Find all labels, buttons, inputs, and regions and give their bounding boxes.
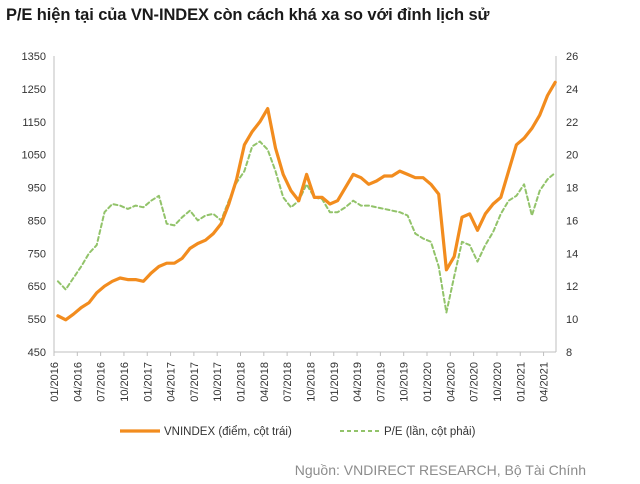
source-note: Nguồn: VNDIRECT RESEARCH, Bộ Tài Chính — [294, 462, 586, 478]
x-tick-label: 04/2016 — [72, 362, 84, 402]
series-layer — [56, 80, 557, 322]
x-tick-label: 04/2018 — [259, 362, 271, 402]
right-tick-label: 16 — [566, 215, 578, 227]
x-tick-label: 10/2018 — [305, 362, 317, 402]
left-tick-label: 450 — [28, 347, 46, 359]
left-tick-label: 950 — [28, 183, 46, 195]
x-tick-label: 07/2016 — [96, 362, 108, 402]
series-line-vnindex — [56, 80, 557, 322]
x-tick-label: 01/2017 — [142, 362, 154, 402]
left-tick-label: 650 — [28, 281, 46, 293]
right-tick-label: 22 — [566, 117, 578, 129]
x-tick-label: 10/2016 — [119, 362, 131, 402]
x-tick-label: 04/2021 — [539, 362, 551, 402]
left-tick-label: 1250 — [22, 84, 46, 96]
x-tick-label: 10/2017 — [212, 362, 224, 402]
x-tick-label: 01/2021 — [515, 362, 527, 402]
x-tick-label: 01/2020 — [422, 362, 434, 402]
x-tick-label: 07/2020 — [469, 362, 481, 402]
x-tick-label: 07/2018 — [282, 362, 294, 402]
left-tick-label: 1050 — [22, 150, 46, 162]
legend: VNINDEX (điểm, cột trái) P/E (lần, cột p… — [120, 426, 476, 438]
right-tick-label: 8 — [566, 347, 572, 359]
right-tick-label: 12 — [566, 281, 578, 293]
x-tick-label: 04/2017 — [166, 362, 178, 402]
right-tick-label: 18 — [566, 183, 578, 195]
series-line-pe — [56, 140, 557, 314]
x-tick-label: 01/2019 — [329, 362, 341, 402]
right-tick-label: 26 — [566, 51, 578, 63]
left-tick-label: 750 — [28, 248, 46, 260]
legend-label-vnindex: VNINDEX (điểm, cột trái) — [164, 426, 292, 438]
right-tick-label: 20 — [566, 150, 578, 162]
right-axis-ticks: 8 10 12 14 16 18 20 22 24 26 — [566, 51, 578, 359]
x-tick-label: 04/2020 — [445, 362, 457, 402]
right-tick-label: 10 — [566, 314, 578, 326]
right-tick-label: 14 — [566, 248, 578, 260]
axis-frame — [53, 56, 557, 353]
x-tick-label: 01/2018 — [236, 362, 248, 402]
x-tick-label: 07/2017 — [189, 362, 201, 402]
x-tick-label: 10/2019 — [399, 362, 411, 402]
x-tick-label: 04/2019 — [352, 362, 364, 402]
chart-title: P/E hiện tại của VN-INDEX còn cách khá x… — [6, 6, 490, 24]
left-tick-label: 850 — [28, 215, 46, 227]
right-tick-label: 24 — [566, 84, 578, 96]
x-axis-ticks: 01/2016 04/2016 07/2016 10/2016 01/2017 04/20… — [49, 352, 551, 402]
x-tick-label: 10/2020 — [492, 362, 504, 402]
left-tick-label: 1350 — [22, 51, 46, 63]
left-axis-ticks: 450 550 650 750 850 950 1050 1150 1250 1350 — [22, 51, 46, 359]
left-tick-label: 550 — [28, 314, 46, 326]
legend-label-pe: P/E (lần, cột phải) — [384, 426, 476, 438]
left-tick-label: 1150 — [22, 117, 46, 129]
x-tick-label: 07/2019 — [375, 362, 387, 402]
x-tick-label: 01/2016 — [49, 362, 61, 402]
